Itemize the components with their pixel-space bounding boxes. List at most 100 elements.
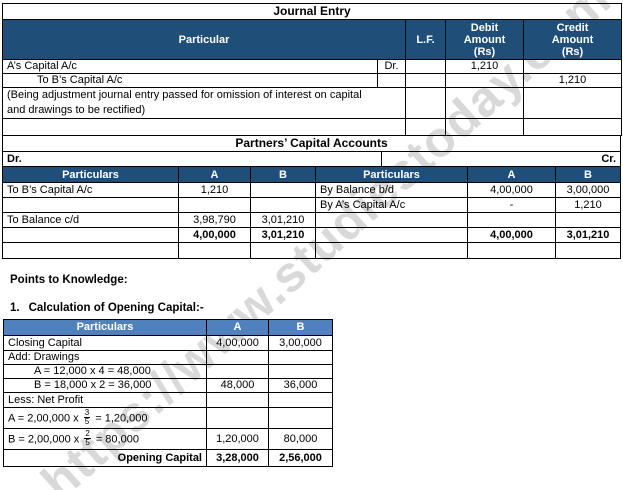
debit-a-amount: 1,210 xyxy=(178,182,251,198)
journal-row-empty xyxy=(2,118,623,136)
journal-entry-title: Journal Entry xyxy=(1,3,623,20)
dr-cr-row: Dr. Cr. xyxy=(1,151,622,167)
journal-debit-amount xyxy=(445,73,524,88)
column-header-a-right: A xyxy=(467,166,556,183)
capital-row: To Balance c/d 3,98,790 3,01,210 xyxy=(2,212,622,228)
journal-entry-table: Journal Entry Particular L.F. Debit Amou… xyxy=(1,3,623,136)
journal-debit-amount xyxy=(445,118,524,136)
column-header-b: B xyxy=(268,319,333,336)
credit-b-amount: 3,00,000 xyxy=(554,182,622,198)
b-value: 36,000 xyxy=(268,378,333,393)
formula-prefix: B = 2,00,000 x xyxy=(8,432,80,445)
credit-particular: By Balance b/d xyxy=(315,182,468,198)
fraction-denominator: 5 xyxy=(85,437,90,447)
journal-debit-amount: 1,210 xyxy=(445,59,524,74)
debit-particular xyxy=(2,197,179,213)
b-value: 80,000 xyxy=(268,428,333,450)
opening-row: B = 18,000 x 2 = 36,000 48,000 36,000 xyxy=(3,378,333,393)
dr-cr-divider xyxy=(381,152,382,166)
capital-row: By A’s Capital A/c - 1,210 xyxy=(2,197,622,213)
capital-totals-row: 4,00,000 3,01,210 4,00,000 3,01,210 xyxy=(2,227,622,243)
journal-row-narration: (Being adjustment journal entry passed f… xyxy=(2,87,623,119)
journal-lf xyxy=(405,87,446,119)
b-value xyxy=(268,392,333,408)
b-value xyxy=(268,364,333,379)
debit-b-amount: 3,01,210 xyxy=(250,212,316,228)
formula-prefix: A = 2,00,000 x xyxy=(8,411,79,424)
fraction-numerator: 3 xyxy=(83,407,91,418)
capital-accounts-title: Partners’ Capital Accounts xyxy=(1,135,622,152)
opening-row: Add: Drawings xyxy=(3,350,333,365)
b-value xyxy=(268,407,333,429)
column-header-a: A xyxy=(206,319,269,336)
journal-credit-amount xyxy=(522,59,623,74)
credit-b-amount xyxy=(554,212,622,228)
cr-label: Cr. xyxy=(601,152,617,165)
b-value: 2,56,000 xyxy=(268,449,333,467)
credit-a-amount xyxy=(467,212,556,228)
debit-b-amount xyxy=(250,242,316,259)
a-value: 3,28,000 xyxy=(206,449,269,467)
opening-capital-table: Particulars A B Closing Capital 4,00,000… xyxy=(3,319,333,467)
column-header-b-right: B xyxy=(554,166,622,183)
journal-lf xyxy=(405,73,446,88)
a-value xyxy=(206,350,269,365)
formula-suffix: = 80,000 xyxy=(95,432,139,445)
journal-particular: To B’s Capital A/c xyxy=(2,73,378,88)
partners-capital-accounts-table: Partners’ Capital Accounts Dr. Cr. Parti… xyxy=(1,135,622,259)
a-value: 48,000 xyxy=(206,378,269,393)
capital-row: To B’s Capital A/c 1,210 By Balance b/d … xyxy=(2,182,622,198)
credit-b-amount: 1,210 xyxy=(554,197,622,213)
journal-lf xyxy=(405,118,446,136)
debit-particular: To B’s Capital A/c xyxy=(2,182,179,198)
opening-row: A = 12,000 x 4 = 48,000 xyxy=(3,364,333,379)
column-header-credit-amount: Credit Amount (Rs) xyxy=(522,19,623,60)
journal-dr-marker xyxy=(377,73,406,88)
credit-a-amount: - xyxy=(467,197,556,213)
credit-particular: By A’s Capital A/c xyxy=(315,197,468,213)
journal-particular: A’s Capital A/c xyxy=(2,59,378,74)
capital-row-empty xyxy=(2,242,622,259)
row-label: Add: Drawings xyxy=(3,350,207,365)
debit-b-amount xyxy=(250,182,316,198)
row-label: Closing Capital xyxy=(3,335,207,351)
row-label: Less: Net Profit xyxy=(3,392,207,408)
debit-a-amount xyxy=(178,242,251,259)
journal-particular xyxy=(2,118,406,136)
credit-b-total: 3,01,210 xyxy=(554,227,622,243)
journal-debit-amount xyxy=(445,87,524,119)
journal-dr-marker: Dr. xyxy=(377,59,406,74)
calculation-heading: 1. Calculation of Opening Capital:- xyxy=(10,302,623,314)
row-label: Opening Capital xyxy=(3,449,207,467)
formula-suffix: = 1,20,000 xyxy=(95,411,148,424)
journal-credit-amount xyxy=(522,87,623,119)
debit-a-amount xyxy=(178,197,251,213)
credit-b-amount xyxy=(554,242,622,259)
column-header-a-left: A xyxy=(178,166,251,183)
item-number: 1. xyxy=(10,302,20,314)
credit-a-amount: 4,00,000 xyxy=(467,182,556,198)
points-to-knowledge-heading: Points to Knowledge: xyxy=(10,274,128,286)
credit-particular xyxy=(315,227,468,243)
credit-a-amount xyxy=(467,242,556,259)
column-header-particular: Particular xyxy=(2,19,406,60)
journal-credit-amount xyxy=(522,118,623,136)
debit-a-total: 4,00,000 xyxy=(178,227,251,243)
credit-a-total: 4,00,000 xyxy=(467,227,556,243)
journal-narration-text: (Being adjustment journal entry passed f… xyxy=(2,87,406,119)
b-value xyxy=(268,350,333,365)
journal-lf xyxy=(405,59,446,74)
debit-particular xyxy=(2,242,179,259)
journal-row-debit-entry: A’s Capital A/c Dr. 1,210 xyxy=(2,59,623,74)
column-header-particulars: Particulars xyxy=(3,319,207,336)
debit-particular: To Balance c/d xyxy=(2,212,179,228)
item-title: Calculation of Opening Capital:- xyxy=(28,302,204,314)
row-label: B = 18,000 x 2 = 36,000 xyxy=(3,378,207,393)
a-value: 1,20,000 xyxy=(206,428,269,450)
debit-b-amount xyxy=(250,197,316,213)
